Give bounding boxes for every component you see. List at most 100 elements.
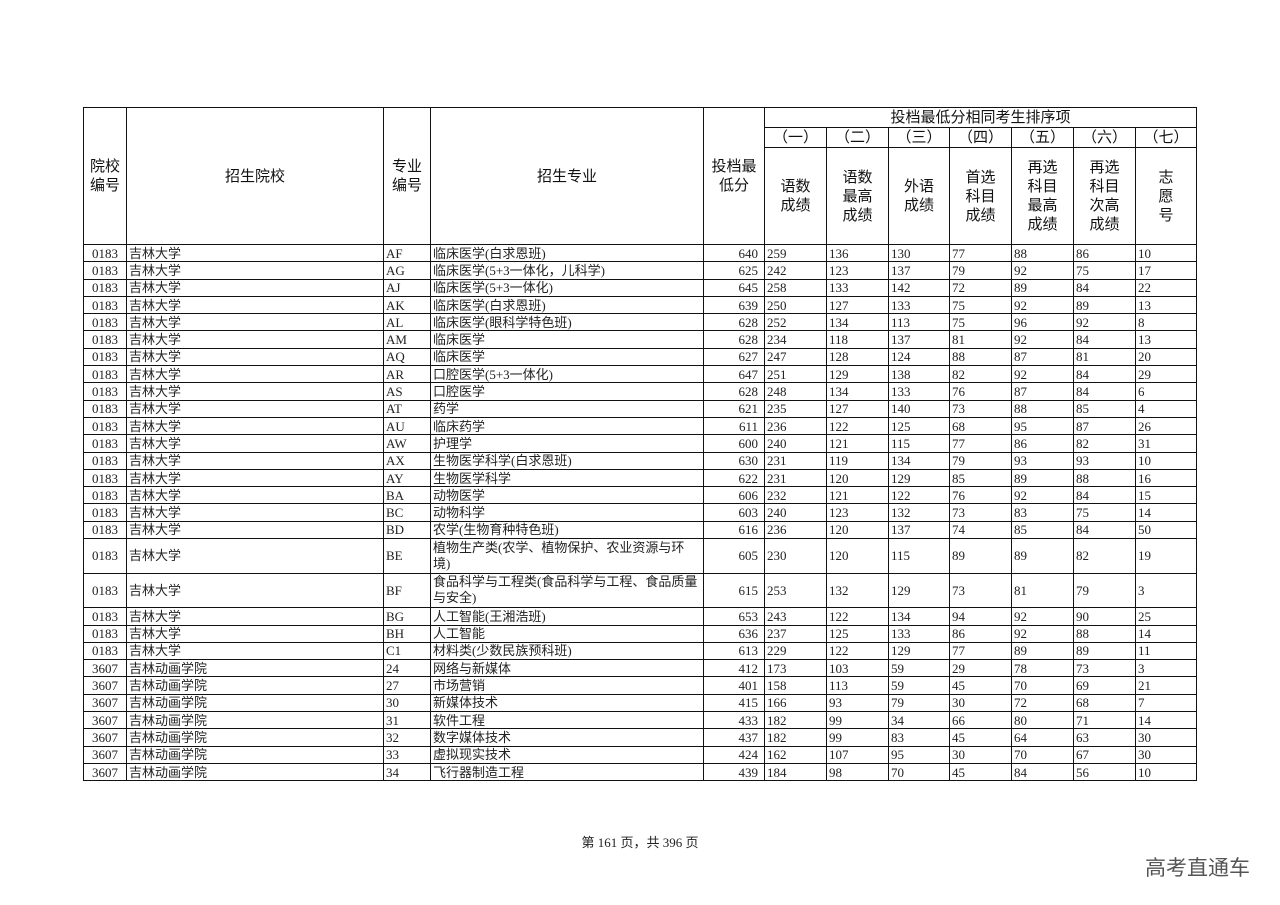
header-item-label: 再选科目次高成绩 bbox=[1089, 158, 1120, 233]
cell-score-2: 120 bbox=[826, 520, 889, 540]
cell-score-2: 121 bbox=[826, 486, 889, 505]
cell-school-code: 3607 bbox=[83, 728, 127, 747]
cell-volunteer-no: 7 bbox=[1135, 693, 1197, 713]
table-row: 0183 吉林大学 AK 临床医学(白求恩班) 639 250 127 133 75 92 89 13 bbox=[83, 295, 1197, 315]
cell-school: 吉林大学 bbox=[126, 624, 384, 643]
cell-school: 吉林大学 bbox=[126, 538, 384, 574]
cell-school: 吉林动画学院 bbox=[126, 711, 384, 730]
cell-score-6: 88 bbox=[1073, 468, 1136, 488]
cell-volunteer-no: 25 bbox=[1135, 607, 1197, 626]
cell-school: 吉林大学 bbox=[126, 330, 384, 349]
cell-score-4: 79 bbox=[949, 261, 1012, 280]
cell-score-2: 122 bbox=[826, 641, 889, 661]
cell-score-2: 93 bbox=[826, 693, 889, 713]
cell-school: 吉林大学 bbox=[126, 382, 384, 401]
cell-school-code: 3607 bbox=[83, 711, 127, 730]
cell-volunteer-no: 14 bbox=[1135, 503, 1197, 522]
cell-school: 吉林大学 bbox=[126, 347, 384, 367]
header-order-4: （四） bbox=[949, 127, 1012, 148]
cell-score-1: 184 bbox=[764, 762, 827, 782]
cell-major-code: AQ bbox=[383, 347, 431, 367]
cell-score-1: 229 bbox=[764, 641, 827, 661]
cell-score-4: 45 bbox=[949, 676, 1012, 695]
cell-score-3: 142 bbox=[888, 278, 950, 297]
table-row: 0183 吉林大学 AY 生物医学科学 622 231 120 129 85 89 88 16 bbox=[83, 468, 1197, 488]
cell-volunteer-no: 31 bbox=[1135, 434, 1197, 453]
cell-score-5: 85 bbox=[1011, 520, 1074, 540]
cell-major: 动物科学 bbox=[430, 503, 704, 522]
cell-score-5: 92 bbox=[1011, 295, 1074, 315]
cell-score-3: 140 bbox=[888, 399, 950, 418]
cell-score-1: 247 bbox=[764, 347, 827, 367]
cell-score-4: 76 bbox=[949, 382, 1012, 401]
cell-major-code: AL bbox=[383, 313, 431, 332]
cell-volunteer-no: 14 bbox=[1135, 711, 1197, 730]
cell-volunteer-no: 13 bbox=[1135, 295, 1197, 315]
cell-score-1: 236 bbox=[764, 416, 827, 436]
cell-volunteer-no: 3 bbox=[1135, 659, 1197, 678]
cell-major-code: AW bbox=[383, 434, 431, 453]
cell-school-code: 0183 bbox=[83, 295, 127, 315]
cell-score-1: 235 bbox=[764, 399, 827, 418]
cell-score-3: 138 bbox=[888, 365, 950, 384]
cell-min-score: 630 bbox=[703, 451, 765, 470]
cell-school-code: 0183 bbox=[83, 520, 127, 540]
header-item-2: 语数最高成绩 bbox=[826, 147, 889, 245]
cell-volunteer-no: 29 bbox=[1135, 365, 1197, 384]
cell-school-code: 0183 bbox=[83, 486, 127, 505]
cell-score-5: 84 bbox=[1011, 762, 1074, 782]
cell-score-6: 68 bbox=[1073, 693, 1136, 713]
cell-score-4: 76 bbox=[949, 486, 1012, 505]
table-row: 0183 吉林大学 AR 口腔医学(5+3一体化) 647 251 129 138 82 92 84… bbox=[83, 365, 1197, 384]
cell-score-4: 72 bbox=[949, 278, 1012, 297]
cell-score-1: 237 bbox=[764, 624, 827, 643]
cell-score-1: 250 bbox=[764, 295, 827, 315]
cell-volunteer-no: 26 bbox=[1135, 416, 1197, 436]
cell-school-code: 0183 bbox=[83, 451, 127, 470]
cell-major: 生物医学科学(白求恩班) bbox=[430, 451, 704, 470]
cell-score-4: 79 bbox=[949, 451, 1012, 470]
cell-min-score: 611 bbox=[703, 416, 765, 436]
table-row: 0183 吉林大学 AL 临床医学(眼科学特色班) 628 252 134 113 75 96 92… bbox=[83, 313, 1197, 332]
cell-score-2: 99 bbox=[826, 728, 889, 747]
cell-score-4: 66 bbox=[949, 711, 1012, 730]
cell-score-5: 87 bbox=[1011, 347, 1074, 367]
cell-min-score: 439 bbox=[703, 762, 765, 782]
cell-score-5: 92 bbox=[1011, 330, 1074, 349]
cell-major-code: 30 bbox=[383, 693, 431, 713]
cell-volunteer-no: 16 bbox=[1135, 468, 1197, 488]
cell-major-code: 34 bbox=[383, 762, 431, 782]
cell-min-score: 616 bbox=[703, 520, 765, 540]
cell-school-code: 3607 bbox=[83, 693, 127, 713]
cell-score-2: 98 bbox=[826, 762, 889, 782]
cell-major: 软件工程 bbox=[430, 711, 704, 730]
cell-score-3: 95 bbox=[888, 745, 950, 764]
table-row: 0183 吉林大学 BC 动物科学 603 240 123 132 73 83 75 14 bbox=[83, 503, 1197, 522]
cell-major-code: AJ bbox=[383, 278, 431, 297]
cell-score-2: 127 bbox=[826, 295, 889, 315]
cell-score-2: 129 bbox=[826, 365, 889, 384]
cell-score-3: 79 bbox=[888, 693, 950, 713]
table-row: 0183 吉林大学 AW 护理学 600 240 121 115 77 86 82 31 bbox=[83, 434, 1197, 453]
cell-major: 临床医学 bbox=[430, 330, 704, 349]
cell-major-code: 31 bbox=[383, 711, 431, 730]
cell-score-1: 259 bbox=[764, 243, 827, 263]
header-min-score: 投档最低分 bbox=[703, 107, 765, 245]
cell-major-code: AK bbox=[383, 295, 431, 315]
cell-major: 飞行器制造工程 bbox=[430, 762, 704, 782]
cell-score-3: 129 bbox=[888, 572, 950, 609]
cell-score-3: 133 bbox=[888, 624, 950, 643]
cell-min-score: 600 bbox=[703, 434, 765, 453]
cell-major-code: AX bbox=[383, 451, 431, 470]
cell-score-1: 252 bbox=[764, 313, 827, 332]
cell-score-1: 231 bbox=[764, 468, 827, 488]
cell-score-2: 134 bbox=[826, 382, 889, 401]
cell-score-1: 234 bbox=[764, 330, 827, 349]
cell-score-4: 45 bbox=[949, 762, 1012, 782]
cell-min-score: 645 bbox=[703, 278, 765, 297]
cell-score-3: 129 bbox=[888, 468, 950, 488]
cell-score-1: 230 bbox=[764, 538, 827, 574]
cell-score-4: 75 bbox=[949, 313, 1012, 332]
cell-major: 新媒体技术 bbox=[430, 693, 704, 713]
cell-school: 吉林大学 bbox=[126, 468, 384, 488]
